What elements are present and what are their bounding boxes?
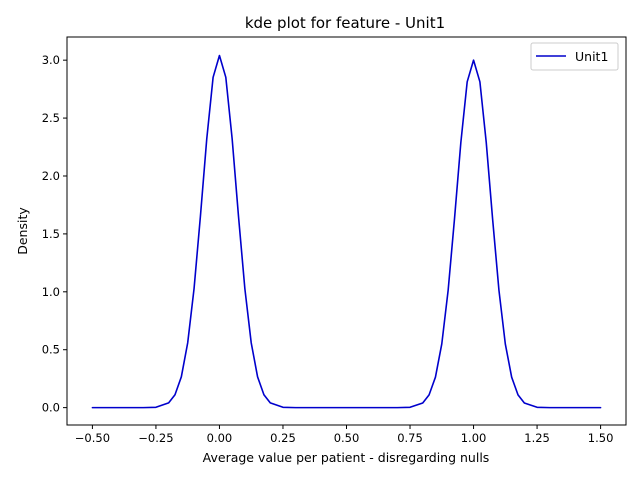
y-tick-label: 2.5 — [42, 111, 60, 125]
chart-title: kde plot for feature - Unit1 — [245, 14, 445, 32]
legend-box — [530, 42, 619, 71]
x-tick-label: −0.50 — [75, 431, 110, 445]
legend: Unit1 — [530, 42, 619, 71]
legend-label-unit1: Unit1 — [575, 49, 608, 64]
x-tick-label: 1.25 — [524, 431, 550, 445]
y-tick-label: 1.5 — [42, 227, 60, 241]
y-axis-label: Density — [15, 207, 30, 255]
x-tick-label: 0.75 — [397, 431, 423, 445]
y-tick-label: 3.0 — [42, 53, 60, 67]
x-tick-label: 0.25 — [270, 431, 296, 445]
x-tick-label: −0.25 — [138, 431, 173, 445]
y-tick-label: 2.0 — [42, 169, 60, 183]
y-tick-label: 0.0 — [42, 401, 60, 415]
y-tick-label: 1.0 — [42, 285, 60, 299]
x-axis-ticks: −0.50 −0.25 0.00 0.25 0.50 0.75 1.00 1.25 1.50 — [75, 425, 614, 445]
x-axis-label: Average value per patient - disregarding… — [203, 450, 490, 465]
y-tick-label: 0.5 — [42, 343, 60, 357]
x-tick-label: 1.50 — [588, 431, 614, 445]
x-tick-label: 1.00 — [461, 431, 487, 445]
x-tick-label: 0.00 — [207, 431, 233, 445]
series-line-unit1 — [91, 54, 602, 409]
x-tick-label: 0.50 — [334, 431, 360, 445]
y-axis-ticks: 0.0 0.5 1.0 1.5 2.0 2.5 3.0 — [42, 53, 67, 415]
